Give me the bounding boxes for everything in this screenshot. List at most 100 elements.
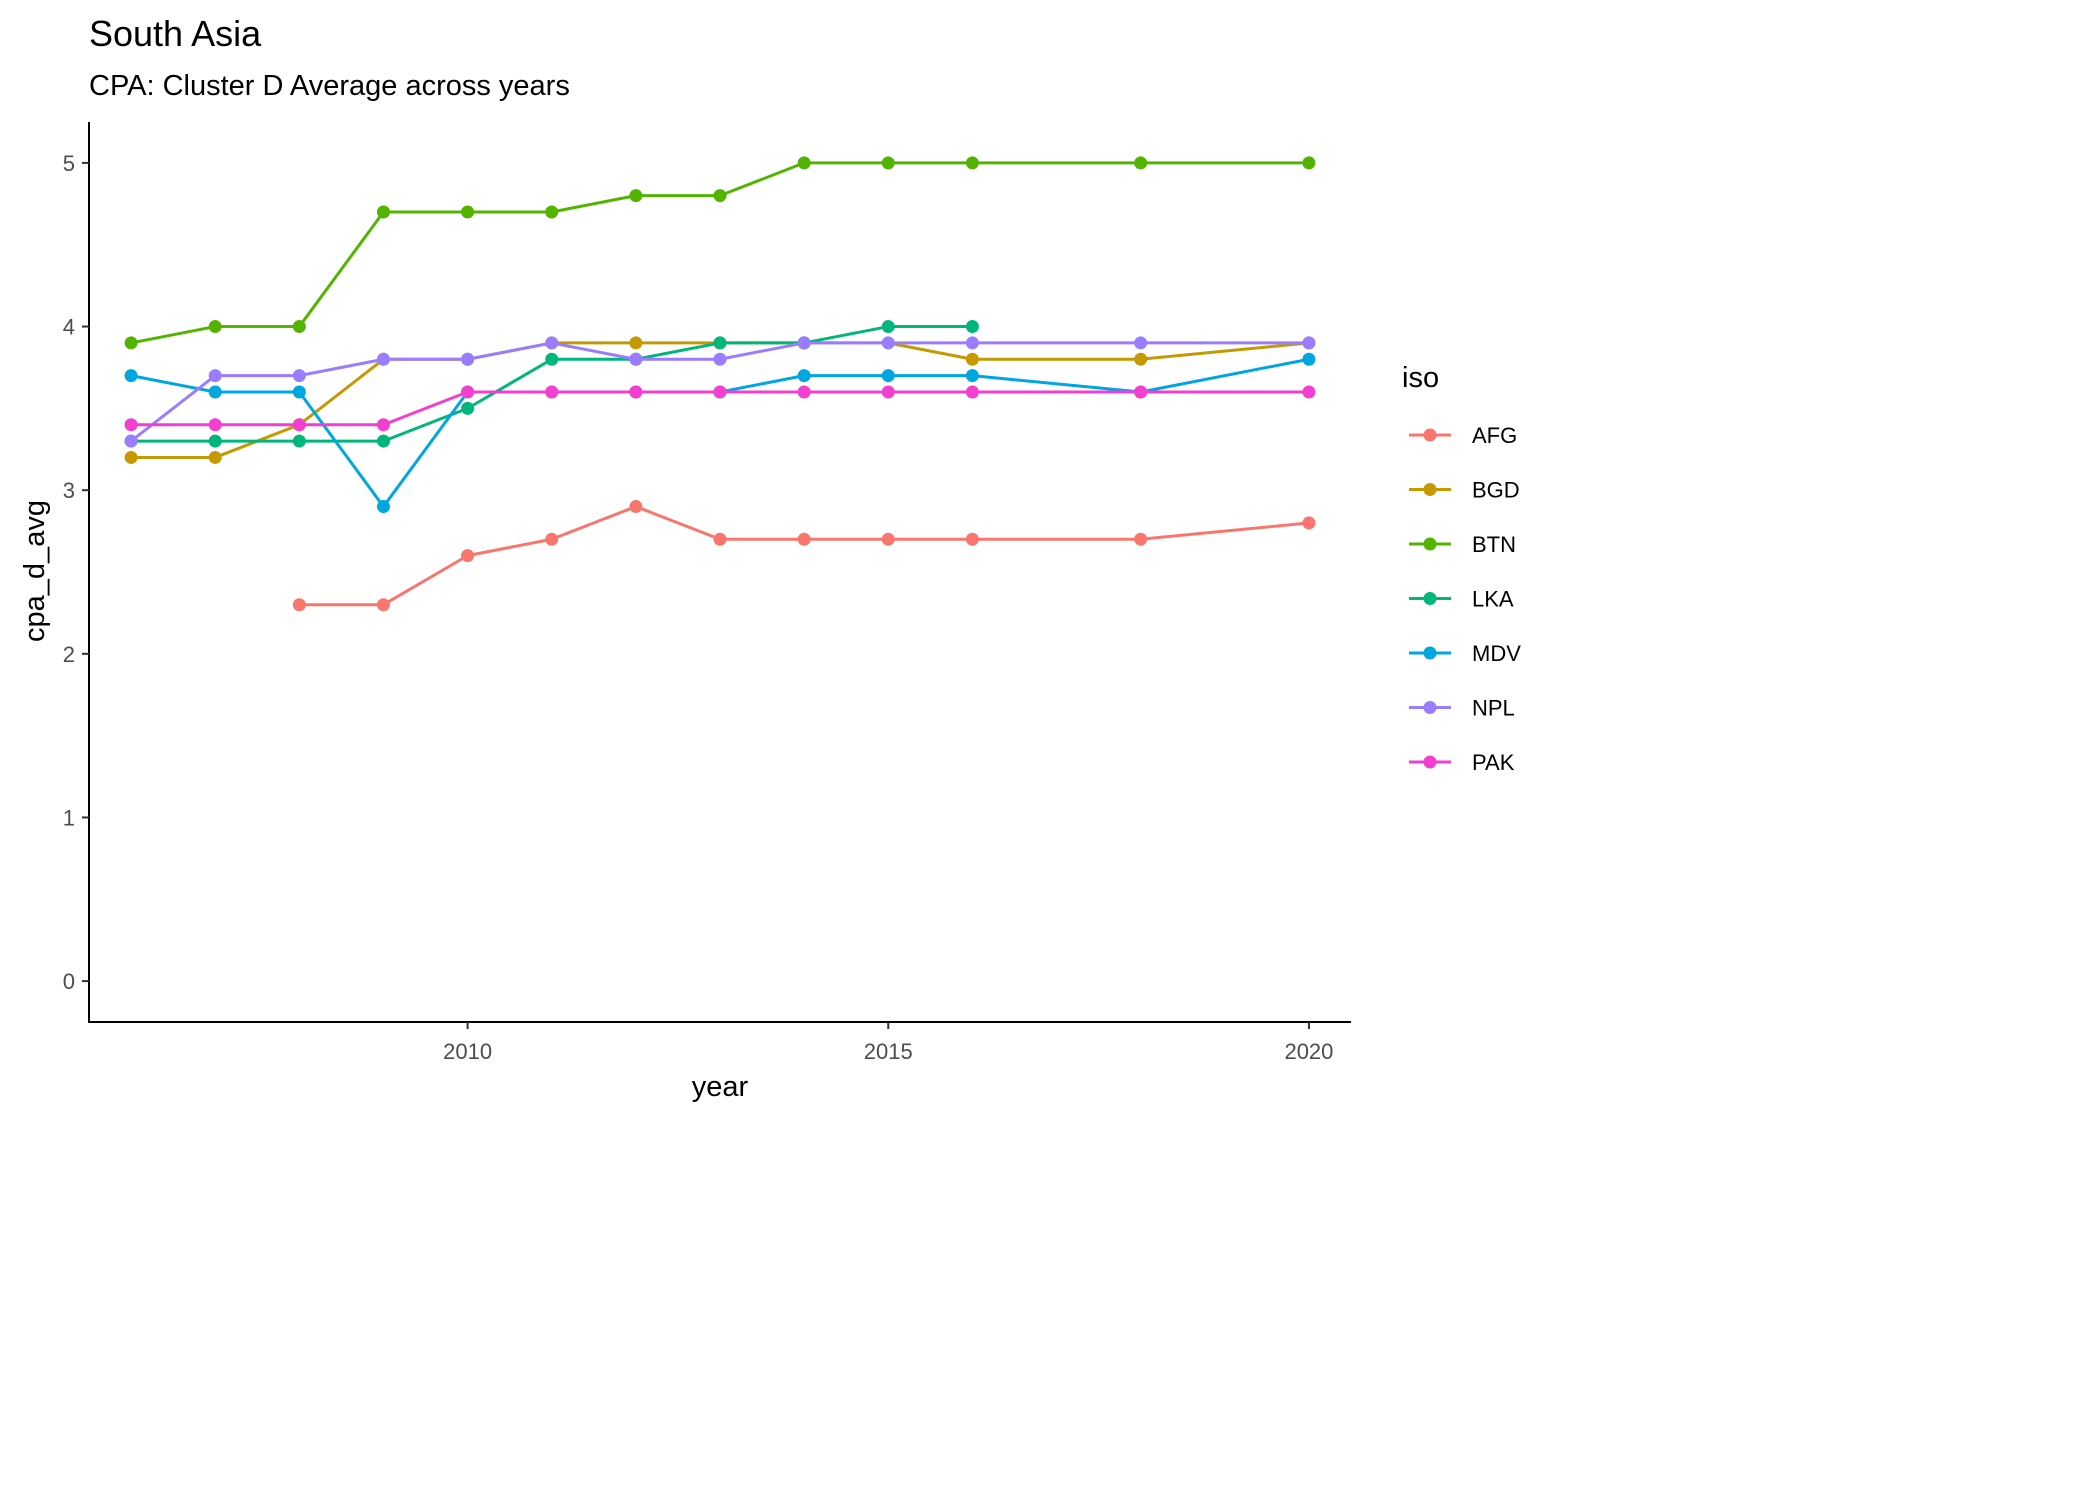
legend-item-afg: AFG xyxy=(1409,423,1517,448)
legend-key-point xyxy=(1423,428,1437,442)
data-point-pak xyxy=(124,418,138,432)
data-point-pak xyxy=(545,385,559,399)
data-point-btn xyxy=(545,205,559,219)
data-point-mdv xyxy=(1302,352,1316,366)
legend-items: AFG BGD BTN LKA MDV NPL PAK xyxy=(1409,423,1521,775)
data-point-npl xyxy=(1134,336,1148,350)
legend-item-mdv: MDV xyxy=(1409,641,1521,666)
data-point-btn xyxy=(292,320,306,334)
data-point-afg xyxy=(713,532,727,546)
data-point-mdv xyxy=(208,385,222,399)
legend-label: MDV xyxy=(1472,641,1521,666)
data-point-npl xyxy=(797,336,811,350)
data-point-afg xyxy=(292,598,306,612)
x-tick-label: 2015 xyxy=(864,1039,913,1064)
series-npl xyxy=(124,336,1316,448)
y-tick-label: 5 xyxy=(63,151,75,176)
data-point-pak xyxy=(292,418,306,432)
data-point-bgd xyxy=(629,336,643,350)
series-layer xyxy=(124,156,1316,612)
data-point-npl xyxy=(461,352,475,366)
data-point-mdv xyxy=(881,369,895,383)
data-point-lka xyxy=(881,320,895,334)
data-point-npl xyxy=(292,369,306,383)
data-point-btn xyxy=(713,189,727,203)
data-point-btn xyxy=(965,156,979,170)
data-point-bgd xyxy=(208,450,222,464)
legend-label: BTN xyxy=(1472,532,1516,557)
line-chart: South Asia CPA: Cluster D Average across… xyxy=(19,13,1521,1103)
data-point-bgd xyxy=(124,450,138,464)
data-point-btn xyxy=(797,156,811,170)
data-point-mdv xyxy=(124,369,138,383)
legend-label: BGD xyxy=(1472,478,1520,503)
data-point-lka xyxy=(208,434,222,448)
series-btn xyxy=(124,156,1316,350)
y-tick-label: 2 xyxy=(63,642,75,667)
legend-key-point xyxy=(1423,701,1437,714)
legend-item-pak: PAK xyxy=(1409,750,1515,775)
x-tick-label: 2010 xyxy=(443,1039,492,1064)
data-point-npl xyxy=(208,369,222,383)
legend-item-lka: LKA xyxy=(1409,587,1514,612)
data-point-afg xyxy=(965,532,979,546)
data-point-lka xyxy=(965,320,979,334)
data-point-pak xyxy=(376,418,390,432)
plot-panel xyxy=(124,156,1316,612)
x-tick-label: 2020 xyxy=(1284,1039,1333,1064)
legend-key-point xyxy=(1423,646,1437,660)
legend-key-point xyxy=(1423,592,1437,605)
legend-item-btn: BTN xyxy=(1409,532,1516,557)
data-point-afg xyxy=(881,532,895,546)
legend-label: AFG xyxy=(1472,423,1517,448)
data-point-btn xyxy=(124,336,138,350)
data-point-pak xyxy=(208,418,222,432)
data-point-afg xyxy=(797,532,811,546)
y-axis-title: cpa_d_avg xyxy=(19,500,51,642)
data-point-btn xyxy=(1134,156,1148,170)
data-point-btn xyxy=(208,320,222,334)
data-point-afg xyxy=(1134,532,1148,546)
data-point-pak xyxy=(965,385,979,399)
data-point-afg xyxy=(629,500,643,514)
data-point-pak xyxy=(1134,385,1148,399)
data-point-npl xyxy=(124,434,138,448)
legend-key-point xyxy=(1423,483,1437,496)
data-point-pak xyxy=(881,385,895,399)
data-point-btn xyxy=(881,156,895,170)
data-point-bgd xyxy=(965,352,979,366)
legend-key-point xyxy=(1423,537,1437,551)
y-tick-label: 0 xyxy=(63,969,75,994)
y-tick-label: 1 xyxy=(63,805,75,830)
data-point-pak xyxy=(629,385,643,399)
data-point-afg xyxy=(1302,516,1316,530)
data-point-npl xyxy=(713,352,727,366)
chart-title: South Asia xyxy=(89,13,262,54)
legend-label: NPL xyxy=(1472,696,1515,721)
data-point-npl xyxy=(629,352,643,366)
legend-item-npl: NPL xyxy=(1409,696,1515,721)
data-point-pak xyxy=(461,385,475,399)
data-point-npl xyxy=(1302,336,1316,350)
y-tick-label: 4 xyxy=(63,315,75,340)
data-point-btn xyxy=(1302,156,1316,170)
legend-label: PAK xyxy=(1472,750,1515,775)
data-point-pak xyxy=(713,385,727,399)
series-pak xyxy=(124,385,1316,432)
legend-label: LKA xyxy=(1472,587,1514,612)
data-point-bgd xyxy=(1134,352,1148,366)
data-point-npl xyxy=(881,336,895,350)
data-point-pak xyxy=(797,385,811,399)
data-point-btn xyxy=(376,205,390,219)
data-point-afg xyxy=(461,549,475,563)
data-point-afg xyxy=(545,532,559,546)
series-afg xyxy=(292,500,1316,612)
data-point-npl xyxy=(965,336,979,350)
legend-key-point xyxy=(1423,755,1437,769)
data-point-lka xyxy=(713,336,727,350)
series-line-mdv xyxy=(129,357,1311,509)
data-point-lka xyxy=(292,434,306,448)
data-point-pak xyxy=(1302,385,1316,399)
data-point-npl xyxy=(545,336,559,350)
data-point-mdv xyxy=(292,385,306,399)
